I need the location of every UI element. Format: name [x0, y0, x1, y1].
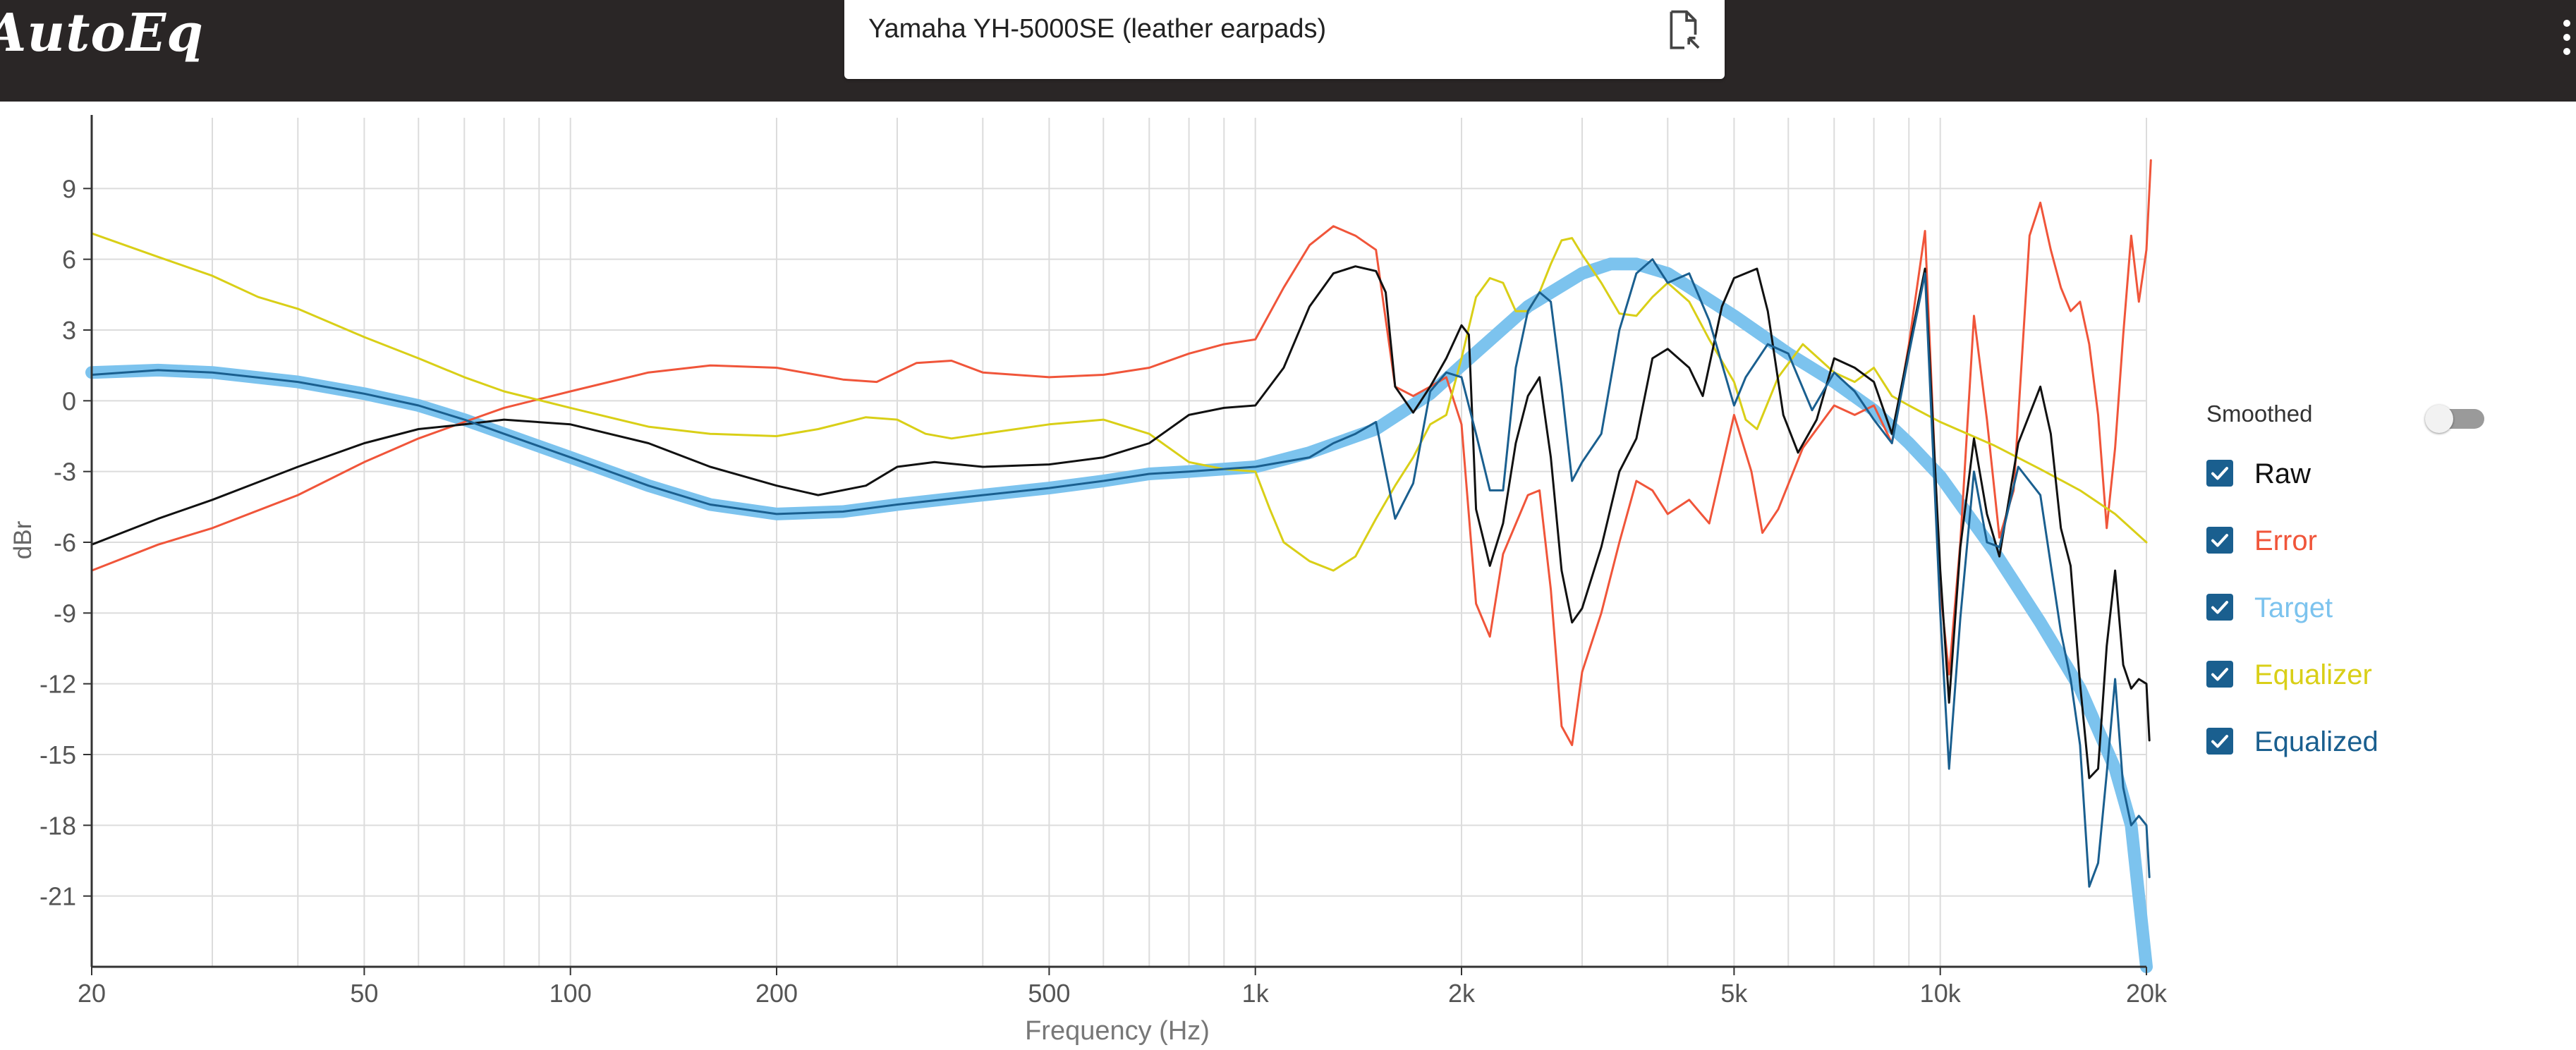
more-vert-icon[interactable] — [2559, 20, 2576, 62]
x-tick-label: 100 — [549, 979, 592, 1008]
y-tick-label: -6 — [54, 528, 76, 557]
x-axis-label: Frequency (Hz) — [1025, 1016, 1210, 1046]
smoothed-label: Smoothed — [2206, 401, 2313, 427]
smoothed-toggle[interactable] — [2425, 405, 2484, 433]
series-line-raw — [90, 265, 2151, 779]
legend-item-equalized[interactable]: Equalized — [2206, 707, 2503, 774]
y-tick-label: 3 — [62, 316, 76, 345]
x-tick-label: 200 — [755, 979, 798, 1008]
chart-series — [85, 159, 2153, 973]
legend-item-target[interactable]: Target — [2206, 573, 2503, 640]
checkmark-icon — [2211, 668, 2228, 681]
smoothed-row: Smoothed — [2206, 395, 2503, 439]
chart-grid — [91, 118, 2147, 967]
legend-item-equalizer[interactable]: Equalizer — [2206, 640, 2503, 707]
file-open-icon[interactable] — [1663, 8, 1706, 52]
y-tick-label: -9 — [54, 599, 76, 628]
y-tick-label: -21 — [40, 882, 76, 911]
frequency-response-chart: 9 6 3 0 -3 -6 -9 -12 -15 -18 -21 20 50 100 200 500 1k 2k 5… — [9, 115, 2168, 1046]
y-tick-label: -12 — [40, 670, 76, 699]
y-tick-label: -3 — [54, 458, 76, 487]
legend-label-equalized: Equalized — [2254, 726, 2378, 757]
legend-label-target: Target — [2254, 592, 2333, 623]
series-line-target — [85, 257, 2153, 973]
x-tick-label: 500 — [1028, 979, 1070, 1008]
x-tick-label: 10k — [1920, 979, 1962, 1008]
checkmark-icon — [2211, 735, 2228, 748]
y-tick-label: -18 — [40, 811, 76, 840]
x-tick-label: 2k — [1448, 979, 1476, 1008]
x-tick-label: 5k — [1720, 979, 1748, 1008]
checkmark-icon — [2211, 534, 2228, 547]
x-tick-label: 1k — [1242, 979, 1270, 1008]
y-tick-label: 9 — [62, 174, 76, 203]
y-tick-label: 6 — [62, 245, 76, 274]
series-line-error — [90, 159, 2152, 747]
legend-label-error: Error — [2254, 525, 2317, 556]
checkmark-icon — [2211, 467, 2228, 480]
error-checkbox[interactable] — [2206, 527, 2233, 554]
legend-label-raw: Raw — [2254, 458, 2311, 489]
y-tick-label: -15 — [40, 740, 76, 769]
legend-item-raw[interactable]: Raw — [2206, 439, 2503, 506]
headphone-search-box[interactable]: Yamaha YH-5000SE (leather earpads) — [844, 0, 1725, 79]
legend-label-equalizer: Equalizer — [2254, 659, 2372, 690]
checkmark-icon — [2211, 601, 2228, 614]
autoeq-logo[interactable]: AutoEq — [0, 3, 204, 63]
y-tick-label: 0 — [62, 386, 76, 415]
raw-checkbox[interactable] — [2206, 460, 2233, 487]
app-header: AutoEq Yamaha YH-5000SE (leather earpads… — [0, 0, 2576, 102]
legend-panel: Smoothed Raw Error Target Equalizer Equalize… — [2206, 395, 2503, 774]
chart-axes: 9 6 3 0 -3 -6 -9 -12 -15 -18 -21 20 50 100 200 500 1k 2k 5… — [40, 115, 2168, 1008]
legend-item-error[interactable]: Error — [2206, 506, 2503, 573]
headphone-search-input[interactable]: Yamaha YH-5000SE (leather earpads) — [868, 14, 1327, 44]
series-line-equalized — [90, 258, 2151, 888]
x-tick-label: 20 — [78, 979, 106, 1008]
y-axis-label: dBr — [9, 520, 37, 559]
series-line-equalizer — [90, 232, 2148, 572]
x-tick-label: 20k — [2126, 979, 2168, 1008]
x-tick-label: 50 — [350, 979, 378, 1008]
equalized-checkbox[interactable] — [2206, 728, 2233, 755]
equalizer-checkbox[interactable] — [2206, 661, 2233, 688]
target-checkbox[interactable] — [2206, 594, 2233, 621]
